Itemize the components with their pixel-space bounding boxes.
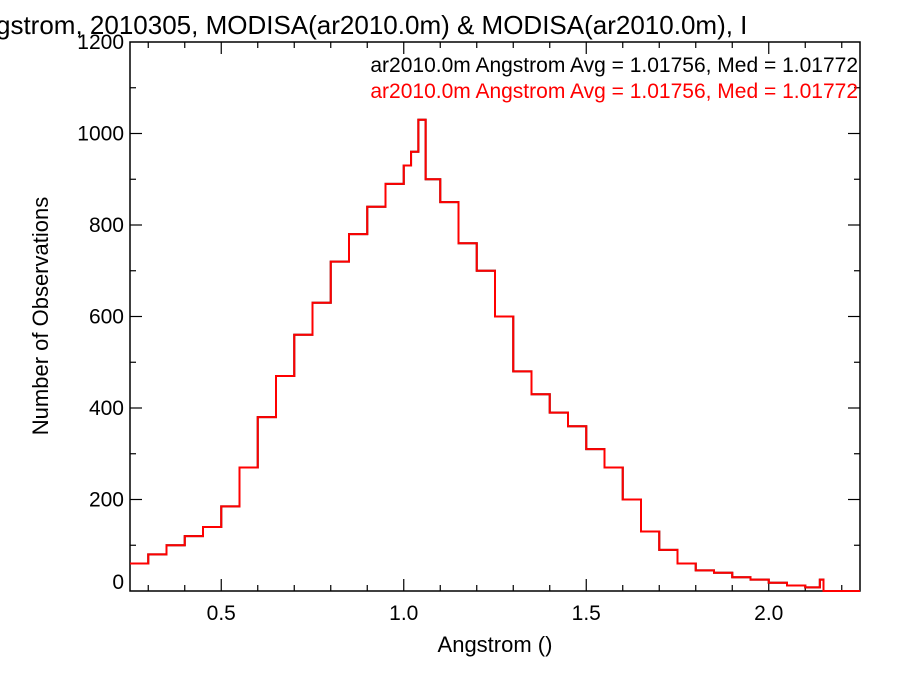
y-tick-label: 600 (89, 306, 124, 329)
y-axis-label: Number of Observations (28, 197, 53, 435)
y-tick-label: 800 (89, 214, 124, 237)
y-tick-label: 0 (112, 571, 124, 594)
y-tick-label: 1000 (77, 123, 124, 146)
x-tick-label: 0.5 (207, 602, 236, 625)
series-line-0 (130, 118, 860, 592)
y-tick-label: 1200 (77, 31, 124, 54)
plot-area: 0.5 1.0 1.5 2.0 0 200 400 600 800 1000 1200 (77, 31, 861, 625)
x-axis-label: Angstrom () (438, 632, 553, 657)
x-tick-label: 1.0 (389, 602, 418, 625)
chart-title: gstrom, 2010305, MODISA(ar2010.0m) & MOD… (0, 10, 747, 40)
y-tick-label: 200 (89, 489, 124, 512)
stats-legend: ar2010.0m Angstrom Avg = 1.01756, Med = … (370, 54, 858, 103)
y-tick-label: 400 (89, 397, 124, 420)
legend-entry-black: ar2010.0m Angstrom Avg = 1.01756, Med = … (370, 54, 858, 77)
x-tick-label: 1.5 (572, 602, 601, 625)
series-line-1 (130, 118, 860, 592)
legend-entry-red: ar2010.0m Angstrom Avg = 1.01756, Med = … (370, 80, 858, 103)
x-tick-label: 2.0 (754, 602, 783, 625)
